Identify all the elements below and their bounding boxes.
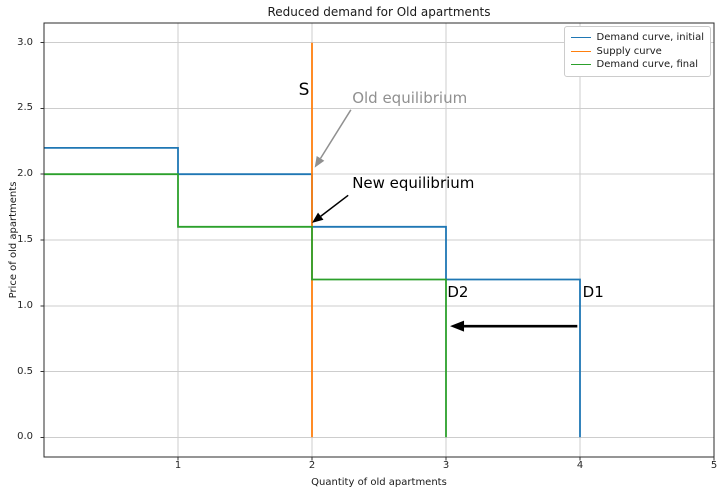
legend-item-demand-final: Demand curve, final <box>570 58 704 72</box>
y-tick-label-2.0: 2.0 <box>17 168 33 180</box>
y-tick-label-1.5: 1.5 <box>17 234 33 245</box>
legend-swatch-demand-final <box>570 64 591 66</box>
y-tick-label-0.0: 0.0 <box>17 431 33 443</box>
series-demand-final <box>44 173 447 438</box>
arrow-head-demand-shift-arrow <box>450 320 465 332</box>
y-tick-label-3.0: 3.0 <box>17 36 33 48</box>
arrow-head-old-equilibrium-label <box>314 155 325 168</box>
legend-label-supply: Supply curve <box>596 45 662 57</box>
d2-label: D2 <box>447 282 469 301</box>
legend-label-demand-final: Demand curve, final <box>596 59 699 71</box>
legend-swatch-supply <box>570 50 591 52</box>
d1-label: D1 <box>582 282 604 301</box>
x-tick-label-1: 1 <box>174 460 182 471</box>
x-tick-label-2: 2 <box>308 460 316 471</box>
old-equilibrium-label: Old equilibrium <box>352 89 468 108</box>
x-axis-label: Quantity of old apartments <box>311 477 447 488</box>
x-tick-label-3: 3 <box>442 460 450 471</box>
y-tick-label-0.5: 0.5 <box>17 365 33 377</box>
x-tick-label-5: 5 <box>710 460 718 471</box>
chart-title: Reduced demand for Old apartments <box>267 5 491 19</box>
arrow-shaft-old-equilibrium-label <box>319 109 352 159</box>
arrow-shaft-new-equilibrium-label <box>320 194 349 217</box>
y-tick-label-2.5: 2.5 <box>17 102 33 114</box>
legend: Demand curve, initial Supply curve Demand … <box>563 26 711 77</box>
legend-label-demand-initial: Demand curve, initial <box>596 32 704 44</box>
legend-swatch-demand-initial <box>570 37 591 39</box>
legend-item-supply: Supply curve <box>570 45 704 59</box>
legend-item-demand-initial: Demand curve, initial <box>570 31 704 45</box>
x-tick-label-4: 4 <box>576 460 584 471</box>
supply-label: S <box>298 80 310 101</box>
y-tick-label-1.0: 1.0 <box>17 299 33 311</box>
arrow-head-new-equilibrium-label <box>312 212 324 223</box>
new-equilibrium-label: New equilibrium <box>352 173 475 192</box>
